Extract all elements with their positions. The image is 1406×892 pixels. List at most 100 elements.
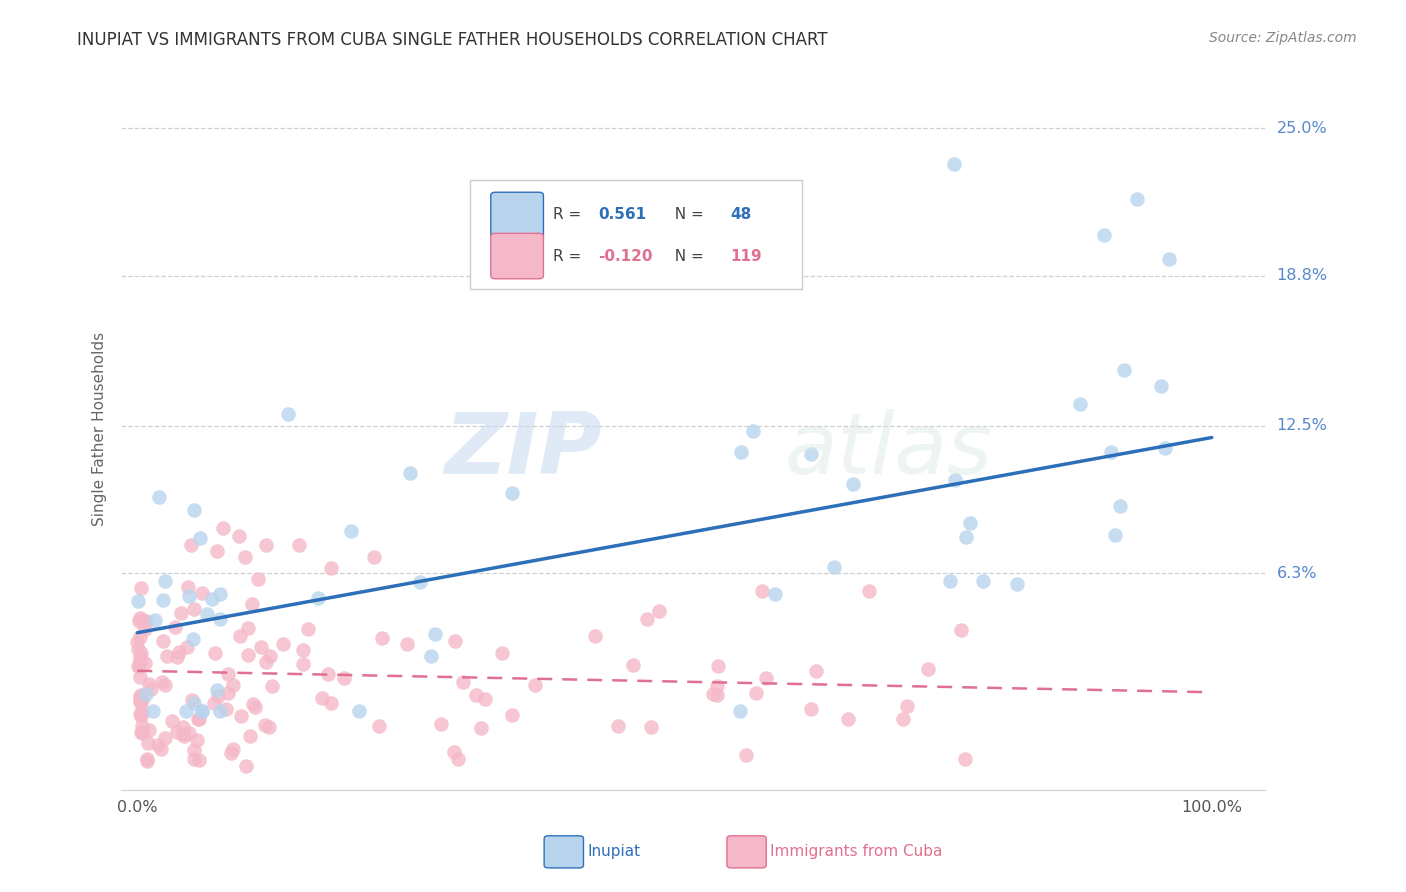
Point <box>222 741 245 756</box>
Point <box>183 602 205 616</box>
Point <box>429 716 451 731</box>
Point <box>204 646 226 660</box>
Point <box>166 649 188 664</box>
Point <box>763 587 786 601</box>
Text: -0.120: -0.120 <box>599 249 652 263</box>
Point <box>129 648 152 663</box>
Point <box>128 659 150 673</box>
Point <box>398 466 420 480</box>
Point <box>1092 228 1115 243</box>
Point <box>167 645 190 659</box>
Point <box>127 635 149 649</box>
Point <box>150 742 173 756</box>
Point <box>1109 499 1132 513</box>
Point <box>501 486 523 500</box>
Point <box>443 634 465 648</box>
Point <box>139 682 162 697</box>
Point <box>136 751 159 765</box>
Point <box>917 663 939 677</box>
Point <box>368 719 391 733</box>
Text: 0.561: 0.561 <box>599 208 647 222</box>
Point <box>955 529 977 543</box>
Point <box>172 727 194 741</box>
Point <box>190 704 212 718</box>
Text: Immigrants from Cuba: Immigrants from Cuba <box>770 845 943 859</box>
Point <box>172 720 194 734</box>
Point <box>186 732 208 747</box>
Point <box>254 538 277 552</box>
Point <box>706 688 728 702</box>
Point <box>1005 577 1028 591</box>
Point <box>190 704 212 718</box>
Point <box>1069 397 1091 411</box>
Text: 48: 48 <box>730 208 751 222</box>
Point <box>1104 527 1126 541</box>
Point <box>583 629 606 643</box>
Point <box>311 691 333 706</box>
Point <box>607 719 630 733</box>
Point <box>408 575 430 590</box>
Point <box>128 614 150 628</box>
Point <box>229 629 252 643</box>
Point <box>423 626 446 640</box>
Point <box>246 573 269 587</box>
Point <box>152 633 174 648</box>
Point <box>129 689 152 703</box>
Point <box>249 640 271 654</box>
Point <box>333 671 356 685</box>
Point <box>953 751 976 765</box>
Point <box>148 490 170 504</box>
Point <box>136 754 159 768</box>
Point <box>215 702 238 716</box>
Point <box>648 604 671 618</box>
Point <box>319 561 342 575</box>
Point <box>292 643 315 657</box>
Point <box>183 697 205 711</box>
Point <box>181 693 204 707</box>
Point <box>207 689 229 703</box>
Point <box>202 697 225 711</box>
Point <box>183 503 205 517</box>
Point <box>127 642 149 657</box>
Point <box>187 712 209 726</box>
Point <box>129 630 152 644</box>
Point <box>238 648 260 662</box>
Point <box>177 580 200 594</box>
Point <box>217 686 239 700</box>
Point <box>209 704 232 718</box>
Point <box>166 725 188 739</box>
Point <box>262 680 284 694</box>
Point <box>730 445 752 459</box>
Point <box>287 538 309 552</box>
Text: atlas: atlas <box>785 409 993 492</box>
Point <box>621 657 644 672</box>
Point <box>243 699 266 714</box>
Point <box>943 473 966 487</box>
Point <box>129 653 152 667</box>
Point <box>221 746 243 760</box>
Point <box>156 648 179 663</box>
Text: N =: N = <box>665 249 709 263</box>
Point <box>150 675 173 690</box>
Point <box>209 612 232 626</box>
Point <box>307 591 329 606</box>
Point <box>142 704 165 718</box>
Point <box>242 697 264 711</box>
Point <box>183 632 205 647</box>
Point <box>201 591 224 606</box>
Point <box>319 696 342 710</box>
Point <box>959 516 981 531</box>
Point <box>706 679 728 693</box>
Text: Inupiat: Inupiat <box>588 845 641 859</box>
Point <box>896 699 918 714</box>
Point <box>188 753 211 767</box>
FancyBboxPatch shape <box>470 180 801 288</box>
Point <box>837 712 859 726</box>
Point <box>949 623 972 637</box>
Point <box>371 631 394 645</box>
Point <box>395 637 418 651</box>
Point <box>316 667 339 681</box>
Point <box>183 743 205 757</box>
Point <box>972 574 994 588</box>
Point <box>800 448 823 462</box>
